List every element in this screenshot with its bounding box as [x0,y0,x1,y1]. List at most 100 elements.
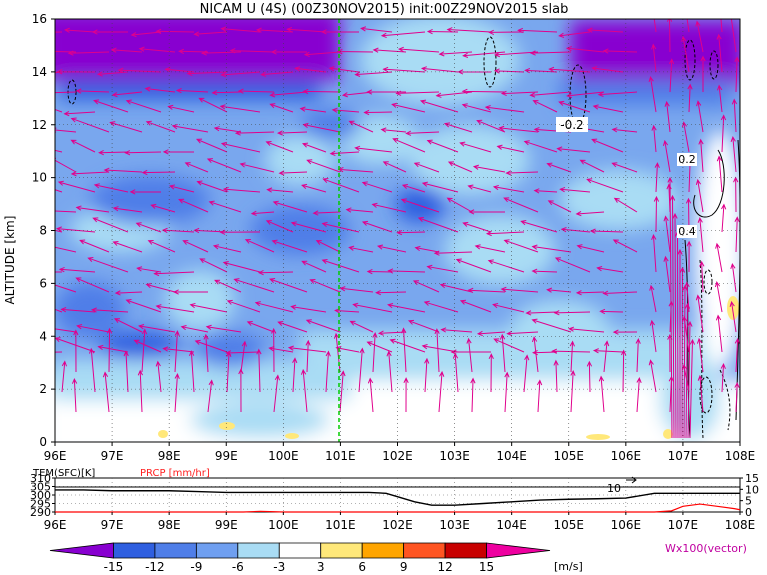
wind-arrow [226,299,261,313]
wind-arrow [79,239,110,253]
wind-arrow [686,19,690,33]
wind-arrow [125,299,162,313]
colorbar-label: -9 [190,560,202,574]
wind-arrow [531,244,572,253]
precip-axis-label: PRCP [mm/hr] [140,468,210,479]
wind-arrow [302,88,341,95]
wind-arrow [570,369,576,413]
colorbar-cells [49,542,551,559]
wind-arrow [55,108,63,113]
wind-arrow [392,138,426,153]
wind-arrow [269,278,308,293]
y-tick-label: 12 [32,118,47,132]
wind-arrow [55,91,77,94]
wind-arrow [164,67,195,73]
wind-arrow [178,48,209,55]
wind-arrow [730,135,737,173]
wind-arrow [391,102,426,113]
wind-arrow [401,327,407,373]
colorbar-label: -15 [104,560,124,574]
colorbar-cell [361,542,405,559]
wind-arrow [531,268,558,274]
wind-arrow [731,98,738,133]
wind-arrow [229,48,275,54]
wind-arrow [371,202,407,213]
wind-arrow [649,284,657,313]
wind-arrow [299,106,327,113]
wind-arrow [363,109,393,116]
main-y-ticks: 0 2 4 6 8 10 12 14 16 [32,12,55,449]
wind-arrow [468,209,506,215]
wind-arrow [269,103,294,113]
colorbar-labels: -15 -12 -9 -6 -3 3 6 9 12 15 [104,560,495,574]
wind-arrow [440,327,473,333]
wind-arrow [417,216,459,233]
wind-arrow [576,244,605,253]
wind-arrow [348,120,374,133]
wind-arrow [612,239,638,253]
wind-arrow [591,65,624,73]
wind-arrow [666,19,673,53]
wind-arrow [194,339,228,353]
wind-arrow [492,184,525,193]
main-plot: -0.2 0.2 0.4 96E 97E 98E 99E 100E 101E 102E 103… [3,12,755,463]
wind-arrow [503,239,539,253]
wind-arrow [168,184,195,193]
temp-axis-label: TEM(SFC)[K] [32,468,95,479]
vector-scale-label: Wx100(vector) [665,542,747,555]
wind-arrow [348,245,374,253]
wind-arrow [290,304,327,313]
wind-arrow [612,329,638,335]
surface-x-tick-label: 100E [268,518,299,532]
wind-arrow [382,66,426,73]
wind-field [55,19,740,442]
wind-arrow [55,149,63,153]
wind-arrow [506,330,539,337]
wind-arrow [219,229,261,235]
wind-arrow [272,200,308,213]
wind-arrow [207,379,214,413]
wind-arrow [714,281,723,313]
wind-arrow [233,278,275,293]
wind-arrow [70,117,110,133]
wind-arrow [533,188,558,194]
wind-arrow [525,310,558,316]
wind-arrow [472,164,506,173]
wind-arrow [145,120,176,133]
wind-arrow [265,140,294,153]
wind-arrow [376,244,407,253]
wind-arrow [523,354,530,393]
wind-arrow [592,104,624,113]
wind-arrow [419,99,459,113]
wind-arrow [55,71,63,74]
temp-tick-label: 310 [30,472,51,485]
wind-arrow [358,347,365,393]
wind-arrow [57,180,96,193]
contour-label-pos: 0.2 [678,153,696,166]
wind-arrow [331,107,360,113]
wind-arrow [651,234,657,273]
wind-arrow [700,55,706,93]
wind-arrow [421,344,459,353]
wind-arrow [325,350,331,393]
wind-arrow [173,289,209,295]
wind-arrow [198,97,228,113]
wind-arrow [112,240,143,253]
wind-arrow [55,246,77,253]
wind-arrow [462,221,492,233]
wind-arrow [400,198,440,213]
surface-x-tick-label: 96E [44,518,67,532]
wind-arrow [203,333,209,373]
wind-arrow [663,215,671,253]
colorbar-label: -3 [273,560,285,574]
colorbar-cell [49,542,114,559]
wind-arrow [360,26,393,33]
wind-arrow [503,197,539,213]
wind-arrow [531,336,539,373]
wind-arrow [730,262,737,293]
wind-arrow [380,127,407,133]
wind-arrow [58,267,96,273]
wind-arrow [546,287,572,293]
wind-arrow [144,86,176,93]
wind-arrow [75,88,110,94]
